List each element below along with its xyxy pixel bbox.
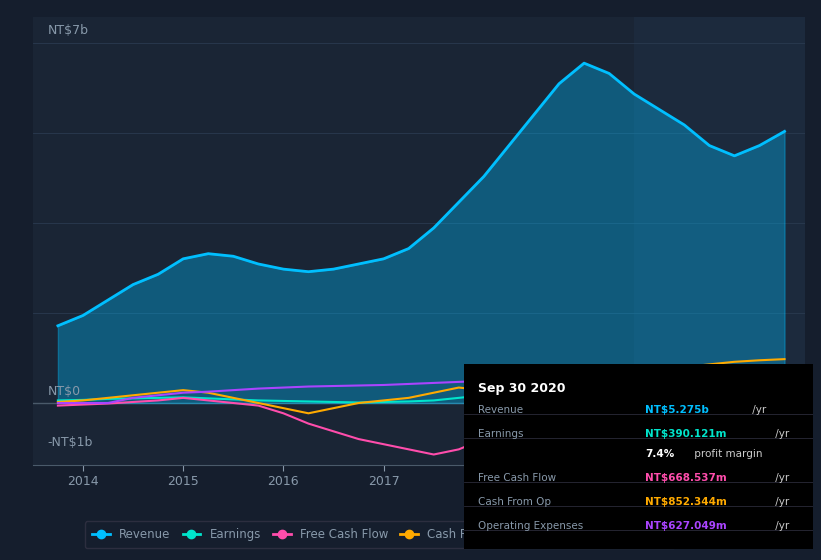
Text: /yr: /yr (772, 473, 789, 483)
Text: NT$627.049m: NT$627.049m (645, 521, 727, 531)
Text: -NT$1b: -NT$1b (48, 436, 94, 449)
Text: NT$7b: NT$7b (48, 25, 89, 38)
Bar (634, 17, 805, 465)
Text: NT$390.121m: NT$390.121m (645, 429, 727, 438)
Text: Free Cash Flow: Free Cash Flow (478, 473, 556, 483)
Text: NT$852.344m: NT$852.344m (645, 497, 727, 507)
Text: NT$668.537m: NT$668.537m (645, 473, 727, 483)
Text: NT$5.275b: NT$5.275b (645, 405, 709, 414)
Text: Earnings: Earnings (478, 429, 523, 438)
Text: /yr: /yr (772, 429, 789, 438)
Text: /yr: /yr (749, 405, 766, 414)
Text: 7.4%: 7.4% (645, 449, 675, 459)
Text: Sep 30 2020: Sep 30 2020 (478, 382, 566, 395)
Text: Operating Expenses: Operating Expenses (478, 521, 583, 531)
Text: profit margin: profit margin (691, 449, 763, 459)
Legend: Revenue, Earnings, Free Cash Flow, Cash From Op, Operating Expenses: Revenue, Earnings, Free Cash Flow, Cash … (85, 521, 675, 548)
Text: /yr: /yr (772, 497, 789, 507)
Text: Cash From Op: Cash From Op (478, 497, 551, 507)
Text: NT$0: NT$0 (48, 385, 81, 398)
Text: /yr: /yr (772, 521, 789, 531)
Text: Revenue: Revenue (478, 405, 523, 414)
